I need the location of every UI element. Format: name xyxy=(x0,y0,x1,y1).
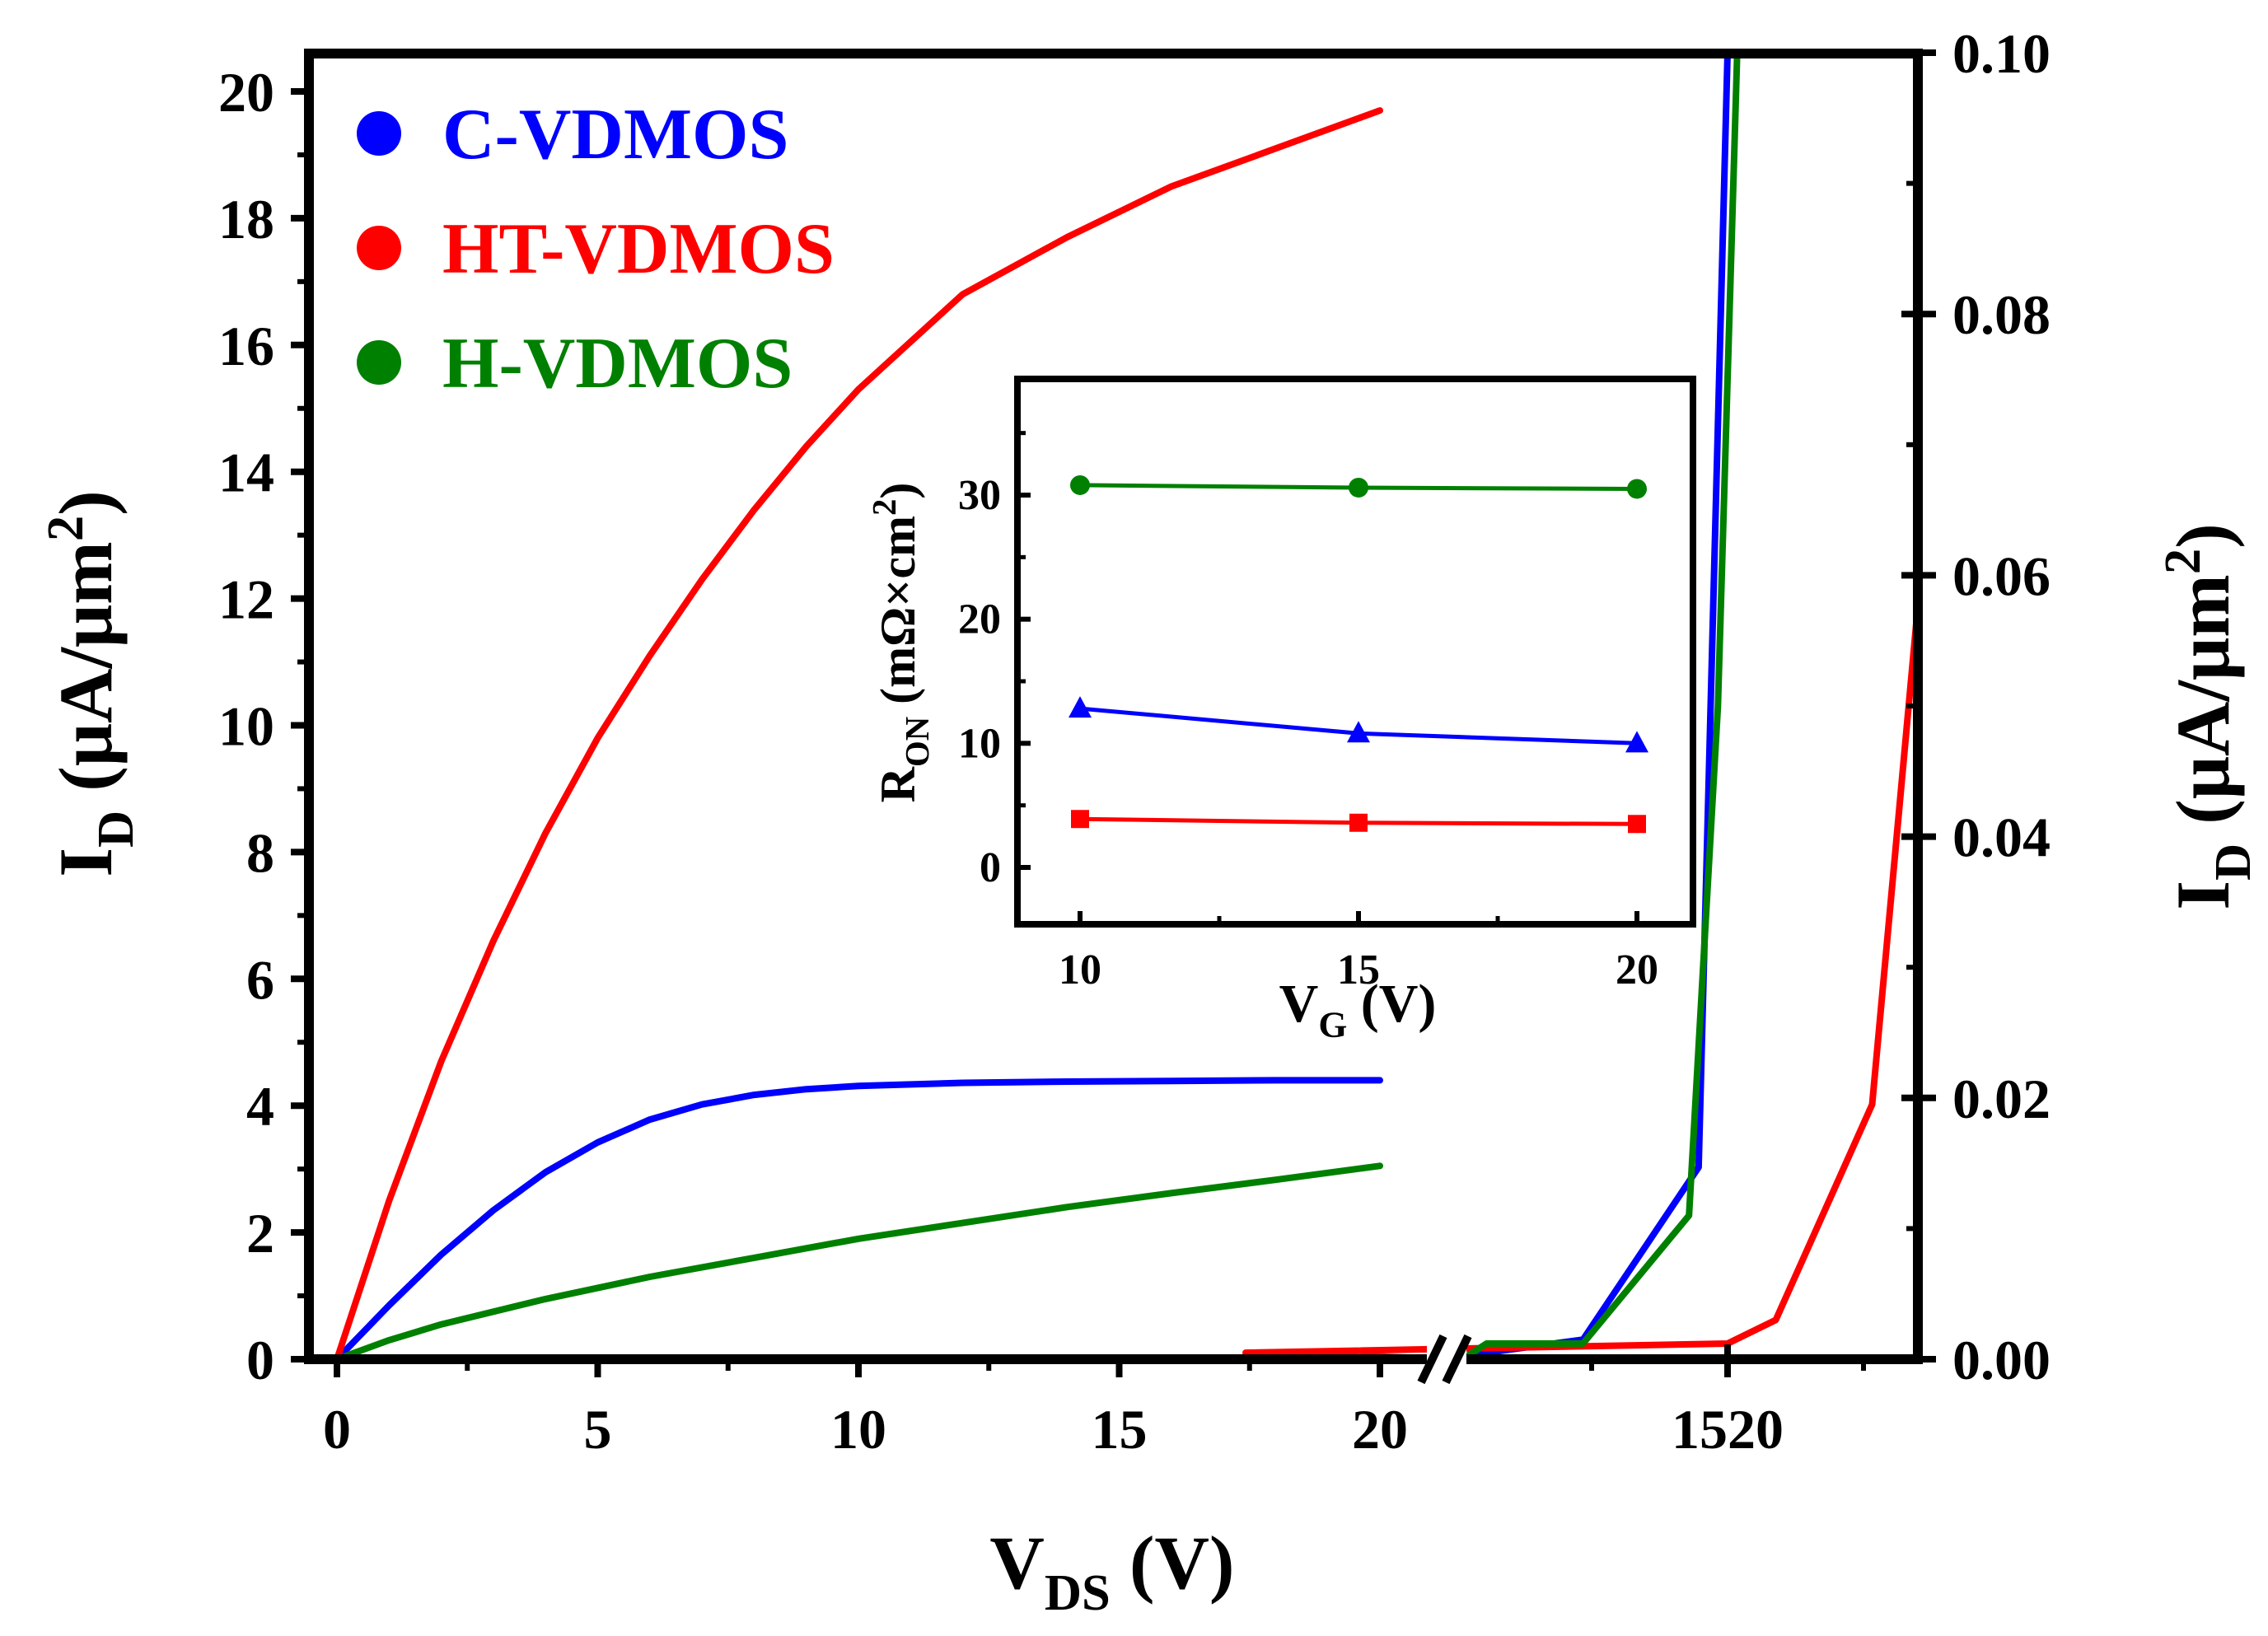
inset-point-ht-vdmos xyxy=(1628,815,1646,834)
right-y-tick-label: 0.04 xyxy=(1952,806,2051,869)
left-y-tick-label: 0 xyxy=(246,1329,274,1391)
left-y-axis-label: ID (μA/μm2) xyxy=(36,490,144,877)
main-ticks: 0 2 4 6 8 10 12 14 16 18 20 0.00 0.02 0.04 0.06 0.08 0.1… xyxy=(218,22,2051,1461)
x-tick-label: 5 xyxy=(584,1398,612,1461)
right-y-tick-label: 0.06 xyxy=(1952,545,2051,607)
inset-point-h-vdmos xyxy=(1627,479,1647,499)
on-state-line-ht-vdmos xyxy=(334,107,1383,1359)
inset-point-h-vdmos xyxy=(1349,477,1368,498)
x-tick-label-right: 1520 xyxy=(1672,1398,1784,1461)
axis-break-slash-2 xyxy=(1442,1334,1472,1385)
left-y-tick-label: 2 xyxy=(246,1202,274,1264)
x-tick-label: 15 xyxy=(1092,1398,1148,1461)
legend-marker-c-vdmos xyxy=(357,111,401,156)
inset-x-tick-label: 15 xyxy=(1337,947,1380,993)
inset-chart: 0 10 20 30 10 15 20 VG (V) RON (mΩ×cm2) xyxy=(866,376,1696,1045)
right-y-tick-label: 0.10 xyxy=(1952,22,2051,85)
legend-label-c-vdmos: C-VDMOS xyxy=(442,95,788,175)
inset-y-tick-label: 0 xyxy=(980,844,1001,891)
inset-point-c-vdmos xyxy=(1625,731,1648,753)
left-y-tick-label: 12 xyxy=(218,568,274,631)
axis-break-slash-1 xyxy=(1417,1334,1447,1385)
left-y-tick-label: 14 xyxy=(218,442,274,504)
legend-label-h-vdmos: H-VDMOS xyxy=(442,324,793,404)
inset-y-tick-label: 20 xyxy=(958,596,1001,643)
inset-point-h-vdmos xyxy=(1070,474,1090,495)
left-y-tick-label: 8 xyxy=(246,821,274,884)
breakdown-line-ht-vdmos xyxy=(1242,569,1918,1359)
inset-x-tick-label: 10 xyxy=(1059,947,1101,993)
inset-point-c-vdmos xyxy=(1347,721,1370,743)
right-y-tick-label: 0.02 xyxy=(1952,1068,2051,1130)
left-y-tick-label: 16 xyxy=(218,315,274,377)
inset-x-axis-label: VG (V) xyxy=(1279,974,1437,1045)
inset-border xyxy=(1014,376,1696,928)
on-state-line-h-vdmos xyxy=(334,1162,1383,1359)
breakdown-line-h-vdmos xyxy=(1460,54,1741,1359)
inset-point-c-vdmos xyxy=(1069,696,1092,718)
x-tick-label: 20 xyxy=(1352,1398,1408,1461)
right-y-axis-label: ID (μA/μm2) xyxy=(2153,523,2261,910)
inset-point-ht-vdmos xyxy=(1349,813,1368,832)
left-y-tick-label: 10 xyxy=(218,695,274,758)
right-y-tick-label: 0.00 xyxy=(1952,1329,2051,1391)
legend-marker-h-vdmos xyxy=(357,340,401,385)
x-tick-label: 0 xyxy=(323,1398,351,1461)
inset-y-tick-label: 30 xyxy=(958,472,1001,519)
main-axis-labels: VDS (V) ID (μA/μm2) ID (μA/μm2) xyxy=(36,490,2261,1621)
inset-point-ht-vdmos xyxy=(1071,810,1089,829)
right-y-tick-label: 0.08 xyxy=(1952,283,2051,346)
inset-y-tick-label: 10 xyxy=(958,720,1001,767)
left-y-tick-label: 4 xyxy=(246,1075,274,1138)
legend-marker-ht-vdmos xyxy=(357,226,401,270)
inset-y-axis-label: RON (mΩ×cm2) xyxy=(866,483,936,803)
inset-x-tick-label: 20 xyxy=(1616,947,1658,993)
left-y-tick-label: 6 xyxy=(246,948,274,1011)
x-tick-label: 10 xyxy=(830,1398,886,1461)
legend: C-VDMOS HT-VDMOS H-VDMOS xyxy=(357,95,835,404)
left-y-tick-label: 18 xyxy=(218,188,274,250)
on-state-line-c-vdmos xyxy=(334,1077,1383,1359)
legend-label-ht-vdmos: HT-VDMOS xyxy=(442,209,835,289)
x-axis-label: VDS (V) xyxy=(989,1521,1234,1621)
left-y-tick-label: 20 xyxy=(218,61,274,124)
